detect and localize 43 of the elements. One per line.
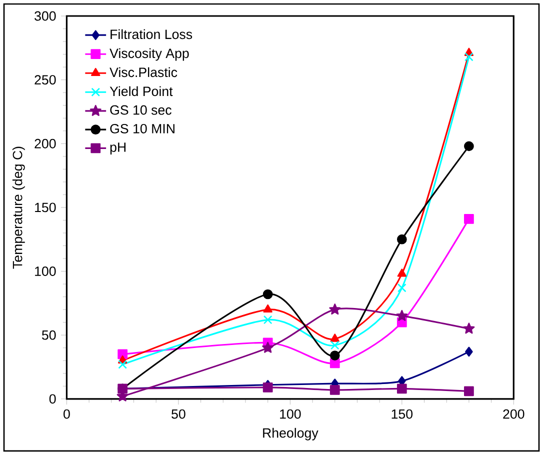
y-tick-label: 100 bbox=[35, 266, 56, 276]
legend-label: Viscosity App bbox=[110, 48, 189, 61]
y-tick-label: 300 bbox=[34, 11, 56, 21]
point bbox=[262, 342, 274, 353]
point bbox=[396, 234, 407, 244]
point bbox=[330, 350, 340, 360]
point bbox=[463, 322, 475, 334]
x-tick-label: 50 bbox=[172, 409, 186, 419]
y-tick-label: 0 bbox=[49, 394, 56, 404]
point bbox=[464, 141, 474, 152]
point bbox=[330, 385, 340, 395]
y-tick-label: 250 bbox=[34, 75, 56, 85]
point bbox=[263, 304, 272, 313]
legend-label: Visc.Plastic bbox=[110, 67, 178, 78]
x-tick-label: 0 bbox=[64, 409, 70, 419]
x-tick-label: 150 bbox=[392, 409, 413, 419]
legend-label: GS 10 MIN bbox=[110, 124, 174, 134]
point bbox=[397, 283, 406, 292]
legend-label: Filtration Loss bbox=[110, 29, 192, 40]
point bbox=[396, 384, 407, 394]
legend-label: pH bbox=[110, 142, 126, 155]
point bbox=[330, 340, 340, 350]
point bbox=[464, 52, 474, 62]
y-tick-label: 50 bbox=[42, 330, 56, 340]
point bbox=[397, 268, 407, 277]
legend-label: GS 10 sec bbox=[110, 105, 172, 115]
y-axis-title: Temperature (deg C) bbox=[12, 146, 25, 269]
y-tick-label: 200 bbox=[34, 138, 56, 148]
point bbox=[330, 334, 340, 342]
x-tick-label: 200 bbox=[503, 409, 524, 419]
x-tick-label: 100 bbox=[280, 409, 301, 419]
point bbox=[464, 386, 474, 396]
point bbox=[465, 346, 473, 357]
point bbox=[396, 310, 408, 321]
point bbox=[464, 214, 474, 224]
point bbox=[329, 304, 341, 315]
x-axis-title: Rheology bbox=[263, 428, 318, 440]
y-tick-label: 150 bbox=[35, 202, 56, 212]
point bbox=[118, 360, 128, 369]
point bbox=[262, 289, 273, 300]
point bbox=[263, 315, 272, 324]
legend-label: Yield Point bbox=[110, 86, 173, 96]
point bbox=[262, 382, 273, 392]
